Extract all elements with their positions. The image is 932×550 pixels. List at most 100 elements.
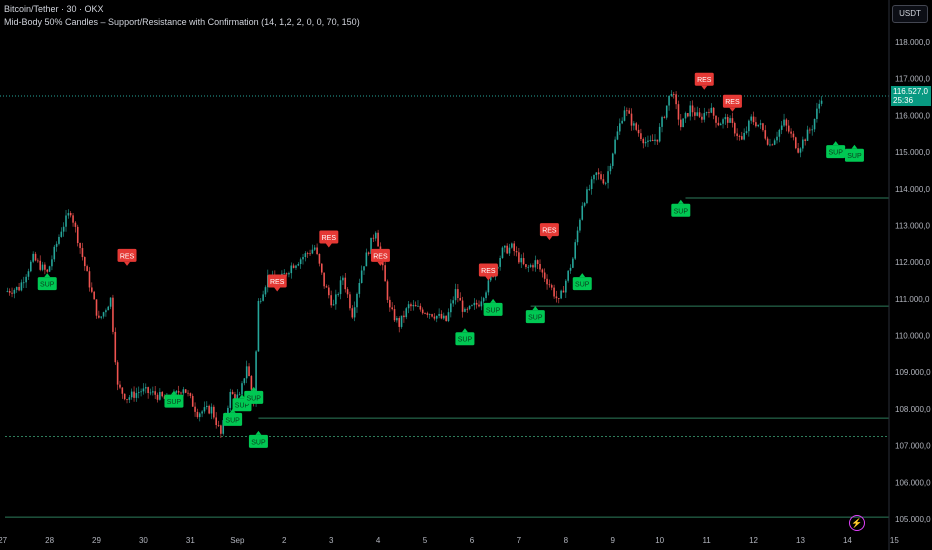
candle-body bbox=[20, 282, 23, 291]
indicator-title[interactable]: Mid-Body 50% Candles – Support/Resistanc… bbox=[4, 17, 360, 27]
label-box bbox=[539, 223, 559, 237]
candle-body bbox=[412, 305, 415, 307]
label-text: SUP bbox=[828, 150, 843, 157]
candle-body bbox=[15, 286, 18, 290]
candle-body bbox=[539, 264, 541, 270]
label-box bbox=[478, 263, 498, 277]
candle-body bbox=[196, 411, 199, 418]
candle-body bbox=[48, 266, 51, 272]
candle-body bbox=[360, 270, 363, 283]
support-label: SUP bbox=[525, 306, 545, 324]
time-tick-label: 29 bbox=[92, 536, 101, 545]
candle-body bbox=[548, 284, 551, 286]
candle-body bbox=[328, 287, 330, 296]
candle-body bbox=[264, 287, 267, 295]
candle-body bbox=[79, 243, 81, 249]
candle-body bbox=[55, 243, 58, 247]
candle-body bbox=[292, 265, 295, 268]
candle-body bbox=[121, 387, 124, 394]
resistance-label: RES bbox=[319, 230, 339, 248]
price-tick-label: 111.000,0 bbox=[895, 295, 930, 304]
candle-body bbox=[811, 129, 814, 131]
candle-body bbox=[316, 247, 318, 254]
candle-body bbox=[299, 259, 302, 265]
support-label: SUP bbox=[844, 144, 864, 162]
label-box bbox=[37, 277, 57, 291]
candle-body bbox=[421, 309, 424, 314]
candle-body bbox=[389, 299, 391, 308]
currency-badge[interactable]: USDT bbox=[892, 5, 928, 23]
candle-body bbox=[482, 298, 485, 302]
candle-body bbox=[325, 286, 328, 288]
candle-body bbox=[184, 389, 187, 393]
candle-body bbox=[191, 395, 194, 407]
candle-body bbox=[576, 230, 579, 243]
candle-body bbox=[391, 307, 393, 310]
candle-body bbox=[320, 263, 323, 273]
candle-body bbox=[501, 247, 504, 259]
candle-body bbox=[799, 148, 802, 153]
candle-body bbox=[776, 136, 778, 141]
candle-body bbox=[522, 258, 525, 265]
candle-body bbox=[792, 133, 795, 138]
label-pointer bbox=[325, 243, 332, 248]
label-pointer bbox=[851, 144, 858, 149]
candle-body bbox=[295, 265, 297, 268]
label-box bbox=[248, 434, 268, 448]
label-box bbox=[694, 72, 714, 86]
candle-body bbox=[684, 113, 687, 119]
time-tick-label: 4 bbox=[376, 536, 381, 545]
candle-body bbox=[787, 125, 790, 132]
candle-body bbox=[642, 139, 645, 144]
label-text: RES bbox=[542, 228, 557, 235]
label-box bbox=[319, 230, 339, 244]
candle-body bbox=[159, 392, 161, 400]
candle-body bbox=[137, 392, 140, 394]
label-pointer bbox=[44, 273, 51, 278]
candle-body bbox=[600, 174, 602, 180]
candle-body bbox=[623, 110, 626, 121]
candle-body bbox=[532, 265, 534, 268]
lightning-icon[interactable]: ⚡ bbox=[849, 515, 865, 531]
candle-body bbox=[536, 260, 539, 265]
candle-body bbox=[553, 287, 555, 297]
candle-body bbox=[11, 292, 13, 294]
label-pointer bbox=[832, 141, 839, 146]
candle-body bbox=[736, 133, 738, 137]
price-tick-label: 107.000,0 bbox=[895, 442, 931, 451]
candle-body bbox=[236, 394, 239, 400]
label-box bbox=[826, 145, 846, 159]
candle-body bbox=[511, 243, 513, 248]
label-text: SUP bbox=[575, 282, 590, 289]
label-box bbox=[117, 248, 137, 262]
candle-body bbox=[161, 392, 164, 397]
label-text: SUP bbox=[247, 395, 262, 402]
candle-body bbox=[255, 351, 257, 404]
support-label: SUP bbox=[248, 430, 268, 448]
label-box bbox=[483, 302, 503, 316]
candle-body bbox=[726, 117, 729, 123]
candle-body bbox=[663, 117, 666, 118]
label-pointer bbox=[461, 328, 468, 333]
candle-body bbox=[30, 261, 32, 272]
symbol-title[interactable]: Bitcoin/Tether · 30 · OKX bbox=[4, 4, 104, 14]
candle-body bbox=[520, 258, 523, 263]
candle-body bbox=[147, 387, 149, 393]
candle-body bbox=[386, 281, 389, 300]
time-tick-label: 10 bbox=[655, 536, 664, 545]
time-tick-label: 14 bbox=[843, 536, 852, 545]
candle-body bbox=[757, 124, 760, 127]
candle-body bbox=[231, 391, 234, 395]
candle-body bbox=[187, 392, 189, 394]
price-tick-label: 113.000,0 bbox=[895, 221, 931, 230]
candle-body bbox=[374, 232, 377, 239]
candle-body bbox=[102, 312, 105, 317]
candle-body bbox=[332, 304, 335, 306]
candle-body bbox=[682, 118, 684, 128]
candle-body bbox=[34, 253, 37, 261]
label-pointer bbox=[677, 199, 684, 204]
label-text: RES bbox=[697, 77, 712, 84]
candle-body bbox=[220, 425, 222, 434]
candle-body bbox=[780, 125, 783, 130]
